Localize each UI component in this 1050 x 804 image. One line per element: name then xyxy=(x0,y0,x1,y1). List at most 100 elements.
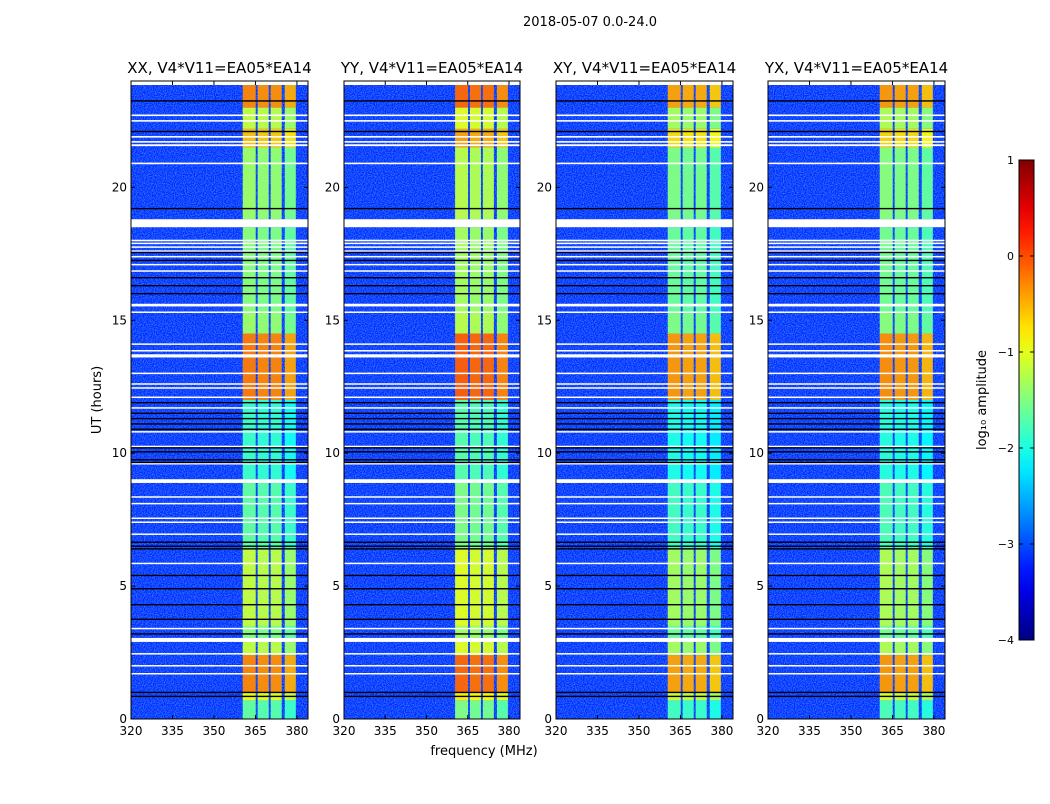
dropout-row xyxy=(556,292,733,295)
x-tick-label: 320 xyxy=(545,724,568,738)
flagged-row xyxy=(768,81,945,85)
flagged-row xyxy=(768,673,945,675)
x-tick-label: 380 xyxy=(498,724,521,738)
dropout-row xyxy=(556,412,733,414)
flagged-row xyxy=(556,517,733,519)
dropout-row xyxy=(556,461,733,464)
flagged-row xyxy=(344,246,520,248)
dropout-row xyxy=(131,633,308,635)
flagged-row xyxy=(768,372,945,375)
dropout-row xyxy=(556,100,733,102)
flagged-row xyxy=(556,665,733,667)
dropout-row xyxy=(768,574,945,577)
dropout-row xyxy=(131,412,308,414)
x-tick-label: 350 xyxy=(415,724,438,738)
dropout-row xyxy=(131,292,308,295)
flagged-row xyxy=(344,354,520,358)
dropout-row xyxy=(768,447,945,449)
heatmap-noise-overlay xyxy=(556,81,733,719)
flagged-row xyxy=(556,303,733,307)
dropout-row xyxy=(131,548,308,550)
flagged-row xyxy=(768,219,945,228)
x-tick-label: 350 xyxy=(628,724,651,738)
flagged-row xyxy=(344,431,520,433)
panel-title: XY, V4*V11=EA05*EA14 xyxy=(553,59,736,77)
flagged-row xyxy=(556,521,733,523)
flagged-row xyxy=(344,517,520,519)
flagged-row xyxy=(344,372,520,375)
flagged-row xyxy=(131,665,308,667)
dropout-row xyxy=(556,695,733,698)
dropout-row xyxy=(131,423,308,425)
dropout-row xyxy=(344,100,520,102)
flagged-row xyxy=(556,383,733,385)
dropout-row xyxy=(556,447,733,449)
flagged-row xyxy=(556,562,733,565)
flagged-row xyxy=(131,396,308,399)
flagged-row xyxy=(768,141,945,143)
flagged-row xyxy=(131,120,308,122)
dropout-row xyxy=(344,130,520,133)
flagged-row xyxy=(131,496,308,498)
dropout-row xyxy=(131,461,308,464)
colorbar-tick-label: −3 xyxy=(998,538,1014,551)
flagged-row xyxy=(131,311,308,313)
dropout-row xyxy=(344,695,520,698)
dropout-row xyxy=(556,401,733,404)
flagged-row xyxy=(344,407,520,409)
y-tick-label: 5 xyxy=(756,579,764,593)
colorbar-label: log₁₀ amplitude xyxy=(975,350,990,450)
y-axis-label: UT (hours) xyxy=(90,366,105,434)
flagged-row xyxy=(556,136,733,138)
flagged-row xyxy=(344,562,520,565)
flagged-row xyxy=(768,637,945,642)
flagged-row xyxy=(131,136,308,138)
y-tick-label: 10 xyxy=(537,446,552,460)
dropout-row xyxy=(768,588,945,590)
x-tick-label: 320 xyxy=(757,724,780,738)
dropout-row xyxy=(768,412,945,414)
flagged-row xyxy=(556,141,733,143)
flagged-row xyxy=(344,521,520,523)
dropout-row xyxy=(768,603,945,606)
dropout-row xyxy=(344,251,520,254)
flagged-row xyxy=(768,627,945,630)
flagged-row xyxy=(131,407,308,409)
flagged-row xyxy=(768,533,945,535)
dropout-row xyxy=(768,459,945,461)
dropout-row xyxy=(768,695,945,698)
flagged-row xyxy=(344,141,520,143)
flagged-row xyxy=(556,496,733,498)
flagged-row xyxy=(131,463,308,465)
dropout-row xyxy=(131,695,308,698)
colorbar-tick-label: −4 xyxy=(998,634,1014,647)
flagged-row xyxy=(131,387,308,389)
flagged-row xyxy=(768,562,945,565)
flagged-row xyxy=(768,250,945,252)
flagged-row xyxy=(344,162,520,165)
heatmap-noise-overlay xyxy=(768,81,945,719)
flagged-row xyxy=(344,396,520,399)
flagged-row xyxy=(556,354,733,358)
y-tick-label: 20 xyxy=(112,180,127,194)
dropout-row xyxy=(344,447,520,449)
x-tick-label: 365 xyxy=(881,724,904,738)
flagged-row xyxy=(131,517,308,519)
flagged-row xyxy=(131,144,308,147)
dropout-row xyxy=(556,548,733,550)
dropout-row xyxy=(556,574,733,577)
dropout-row xyxy=(344,541,520,543)
flagged-row xyxy=(556,463,733,465)
x-tick-label: 335 xyxy=(586,724,609,738)
y-tick-label: 10 xyxy=(749,446,764,460)
flagged-row xyxy=(556,144,733,147)
flagged-row xyxy=(768,114,945,117)
dropout-row xyxy=(768,423,945,425)
dropout-row xyxy=(556,545,733,547)
flagged-row xyxy=(768,303,945,307)
dropout-row xyxy=(556,691,733,694)
flagged-row xyxy=(344,303,520,307)
dropout-row xyxy=(556,284,733,287)
y-tick-label: 20 xyxy=(537,180,552,194)
flagged-row xyxy=(131,653,308,655)
